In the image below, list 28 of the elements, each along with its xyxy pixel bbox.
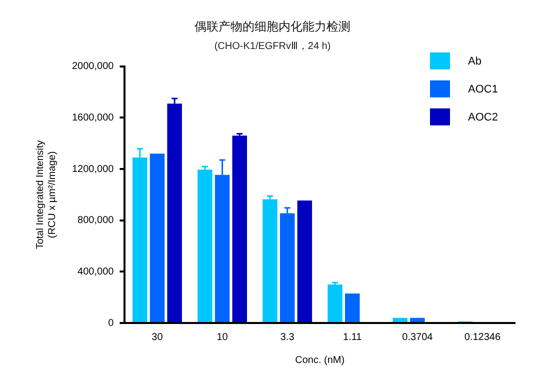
y-tick-label: 1200,000 xyxy=(72,164,114,175)
legend-label: AOC1 xyxy=(468,83,498,96)
chart-subtitle: (CHO-K1/EGFRvⅢ，24 h) xyxy=(214,41,331,52)
bar xyxy=(198,170,212,322)
bar xyxy=(232,136,247,322)
chart-title: 偶联产物的细胞内化能力检测 xyxy=(194,20,350,34)
y-tick-label: 400,000 xyxy=(78,266,114,278)
y-tick-label: 800,000 xyxy=(78,215,114,226)
y-tick-label: 1600,000 xyxy=(72,112,114,124)
x-tick-label: 0.3704 xyxy=(402,332,434,343)
bar xyxy=(297,200,312,322)
x-tick-label: 0.12346 xyxy=(464,332,501,343)
x-tick-label: 10 xyxy=(216,332,228,343)
bar xyxy=(345,293,360,322)
x-tick-label: 30 xyxy=(152,332,164,343)
legend-label: Ab xyxy=(468,55,482,68)
bar xyxy=(262,199,278,322)
bar xyxy=(328,284,342,322)
bar xyxy=(410,318,425,322)
legend-label: AOC2 xyxy=(468,111,498,124)
y-tick-label: 2000,000 xyxy=(72,61,114,72)
y-axis-title: Total Integrated Intensity (RCU x µm²/Image) xyxy=(34,140,58,250)
x-tick-label: 3.3 xyxy=(280,332,295,343)
x-axis-title: Conc. (nM) xyxy=(295,354,345,366)
bar xyxy=(392,318,408,322)
bar xyxy=(150,154,165,322)
x-tick-label: 1.11 xyxy=(343,332,362,343)
y-tick-label: 0 xyxy=(108,318,114,329)
